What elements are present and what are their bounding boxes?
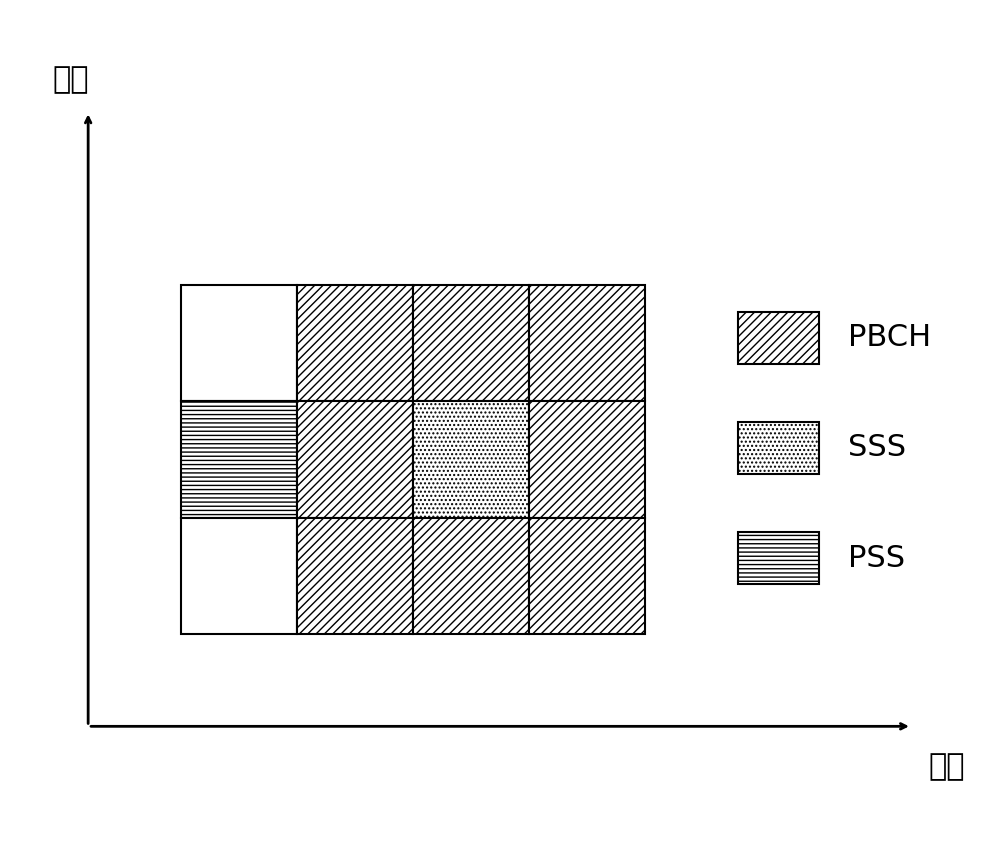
Text: 时域: 时域 (928, 753, 965, 782)
Bar (297, 401, 413, 517)
Bar (181, 286, 297, 401)
Bar (413, 286, 529, 401)
Text: PSS: PSS (848, 543, 905, 573)
Bar (297, 517, 413, 634)
Bar (738, 422, 819, 474)
Bar (529, 517, 645, 634)
Bar (738, 312, 819, 364)
Text: PBCH: PBCH (848, 323, 931, 352)
Bar (297, 286, 413, 401)
Bar (738, 532, 819, 585)
Bar (529, 286, 645, 401)
Bar (181, 517, 297, 634)
Text: SSS: SSS (848, 433, 906, 462)
Text: 频域: 频域 (53, 65, 89, 94)
Bar (529, 401, 645, 517)
Bar (413, 401, 529, 517)
Bar (413, 517, 529, 634)
Bar (181, 401, 297, 517)
